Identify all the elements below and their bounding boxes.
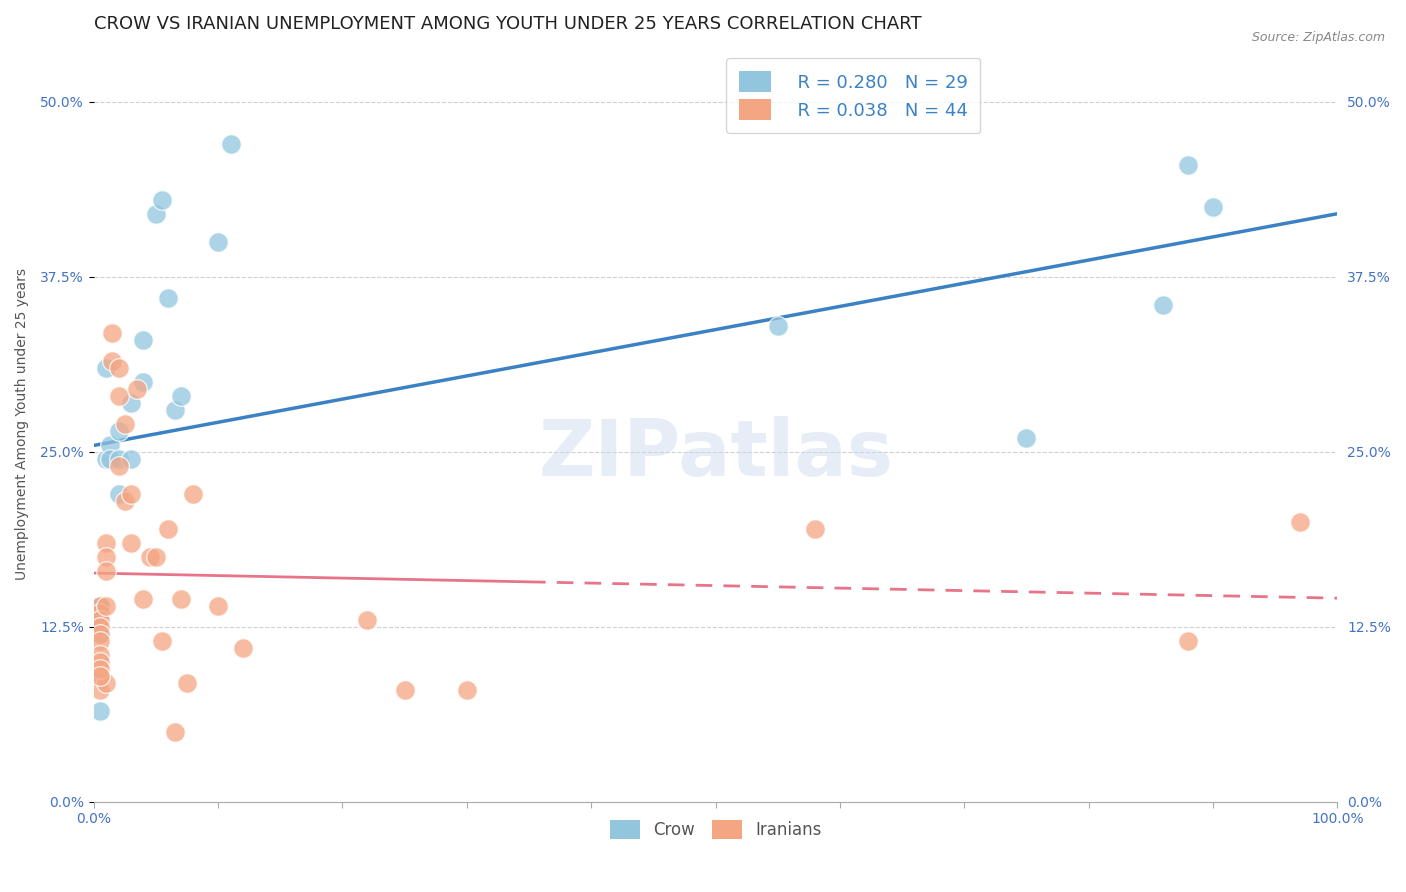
Point (132, 333, 155, 347)
Point (232, 640, 254, 655)
Point (89, 704, 111, 718)
Point (89, 668, 111, 682)
Point (114, 493, 136, 508)
Point (181, 486, 204, 500)
Point (89, 662, 111, 676)
Point (170, 591, 193, 606)
Point (89, 626, 111, 640)
Point (766, 318, 789, 333)
Point (157, 522, 180, 536)
Point (145, 207, 167, 221)
Point (132, 591, 155, 606)
Point (94, 549, 117, 564)
Point (101, 353, 124, 368)
Point (107, 360, 129, 375)
Point (94, 675, 117, 690)
Point (170, 389, 193, 403)
Point (89, 613, 111, 627)
Point (1152, 298, 1174, 312)
Point (150, 633, 173, 648)
Point (94, 535, 117, 549)
Point (804, 522, 827, 536)
Point (89, 668, 111, 682)
Point (94, 360, 117, 375)
Point (145, 549, 167, 564)
Point (89, 655, 111, 669)
Point (107, 451, 129, 466)
Point (150, 193, 173, 207)
Point (98, 451, 121, 466)
Point (89, 682, 111, 697)
Point (219, 136, 242, 151)
Point (89, 599, 111, 613)
Point (356, 613, 378, 627)
Point (94, 451, 117, 466)
Point (94, 599, 117, 613)
Point (207, 599, 229, 613)
Point (89, 606, 111, 620)
Point (89, 626, 111, 640)
Point (157, 291, 180, 305)
Point (107, 389, 129, 403)
Point (89, 633, 111, 648)
Text: ZIPatlas: ZIPatlas (538, 416, 893, 491)
Point (1177, 633, 1199, 648)
Point (89, 619, 111, 633)
Point (132, 375, 155, 389)
Point (1177, 158, 1199, 172)
Point (107, 424, 129, 438)
Point (114, 417, 136, 431)
Point (127, 382, 149, 396)
Text: CROW VS IRANIAN UNEMPLOYMENT AMONG YOUTH UNDER 25 YEARS CORRELATION CHART: CROW VS IRANIAN UNEMPLOYMENT AMONG YOUTH… (94, 15, 921, 33)
Point (163, 402, 186, 417)
Point (1289, 515, 1312, 529)
Point (120, 535, 142, 549)
Point (138, 549, 160, 564)
Point (89, 648, 111, 662)
Point (89, 613, 111, 627)
Point (394, 682, 416, 697)
Point (207, 235, 229, 249)
Point (176, 675, 198, 690)
Point (107, 458, 129, 473)
Point (1202, 200, 1225, 214)
Point (120, 451, 142, 466)
Point (89, 606, 111, 620)
Point (163, 724, 186, 739)
Point (89, 599, 111, 613)
Point (120, 395, 142, 409)
Point (1015, 431, 1038, 445)
Y-axis label: Unemployment Among Youth under 25 years: Unemployment Among Youth under 25 years (15, 268, 30, 580)
Point (456, 682, 478, 697)
Point (101, 326, 124, 340)
Point (89, 599, 111, 613)
Point (98, 437, 121, 451)
Legend: Crow, Iranians: Crow, Iranians (603, 814, 828, 847)
Point (94, 564, 117, 578)
Text: Source: ZipAtlas.com: Source: ZipAtlas.com (1251, 31, 1385, 45)
Point (107, 486, 129, 500)
Point (120, 486, 142, 500)
